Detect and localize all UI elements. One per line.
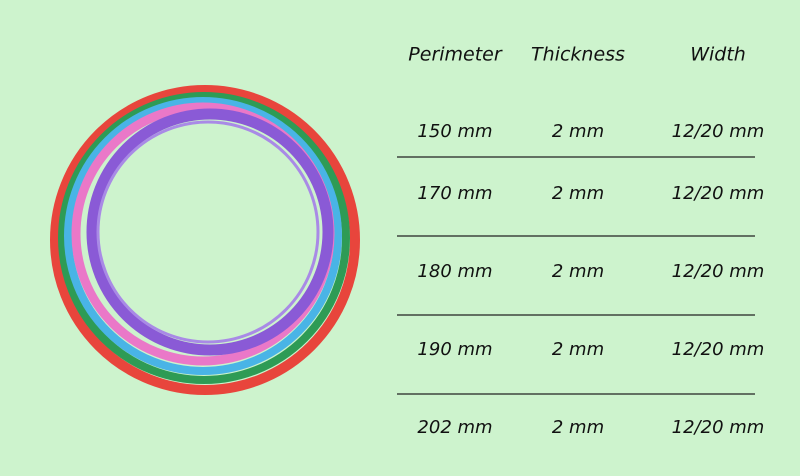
spec-table: Perimeter Thickness Width 150 mm 2 mm 12/20 m… [397, 44, 765, 438]
table-cell: 12/20 mm [672, 339, 765, 360]
table-cell: 2 mm [552, 183, 604, 204]
rings [50, 85, 360, 395]
ring-purple-inner [96, 120, 320, 344]
table-cell: 12/20 mm [672, 261, 765, 282]
ring-green [58, 92, 350, 384]
table-cell: 12/20 mm [672, 417, 765, 438]
table-cell: 2 mm [552, 261, 604, 282]
ring-blue [64, 97, 342, 375]
table-cell: 2 mm [552, 339, 604, 360]
table-cell: 2 mm [552, 121, 604, 142]
ring-red [50, 85, 360, 395]
column-header: Perimeter [408, 44, 503, 66]
table-cell: 12/20 mm [672, 183, 765, 204]
ring-purple [86, 108, 334, 356]
column-header: Thickness [531, 44, 625, 66]
table-cell: 190 mm [417, 339, 492, 360]
table-cell: 180 mm [417, 261, 492, 282]
table-cell: 202 mm [417, 417, 492, 438]
table-cell: 12/20 mm [672, 121, 765, 142]
table-cell: 170 mm [417, 183, 492, 204]
table-cell: 150 mm [417, 121, 492, 142]
column-header: Width [690, 44, 746, 66]
table-cell: 2 mm [552, 417, 604, 438]
